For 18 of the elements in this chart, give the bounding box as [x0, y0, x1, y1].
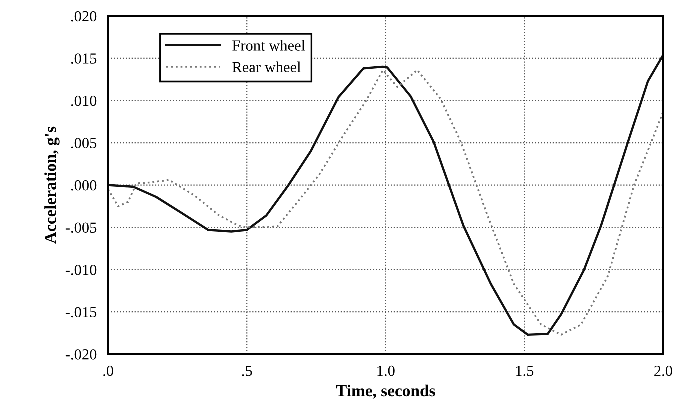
- y-tick-label: .020: [71, 11, 97, 22]
- x-axis-title: Time, seconds: [336, 384, 436, 400]
- y-tick-label: .010: [71, 96, 97, 106]
- y-tick-label: -.010: [66, 264, 97, 276]
- y-tick-label: .000: [71, 180, 97, 191]
- x-tick-label: 1.5: [516, 366, 534, 376]
- x-tick-label: .5: [242, 366, 252, 376]
- y-tick-label: -.005: [66, 222, 97, 234]
- y-tick-label: -.020: [66, 350, 97, 360]
- y-tick-label: .015: [71, 54, 97, 64]
- x-tick-label: 1.0: [378, 366, 395, 376]
- y-axis-title: Acceleration, g's: [44, 126, 60, 244]
- legend-label: Front wheel: [232, 40, 306, 51]
- y-tick-label: .005: [71, 138, 97, 149]
- x-tick-label: .0: [104, 366, 114, 376]
- y-tick-label: -.015: [66, 307, 97, 318]
- x-tick-label: 2.0: [654, 366, 672, 376]
- legend-label: Rear wheel: [232, 62, 302, 73]
